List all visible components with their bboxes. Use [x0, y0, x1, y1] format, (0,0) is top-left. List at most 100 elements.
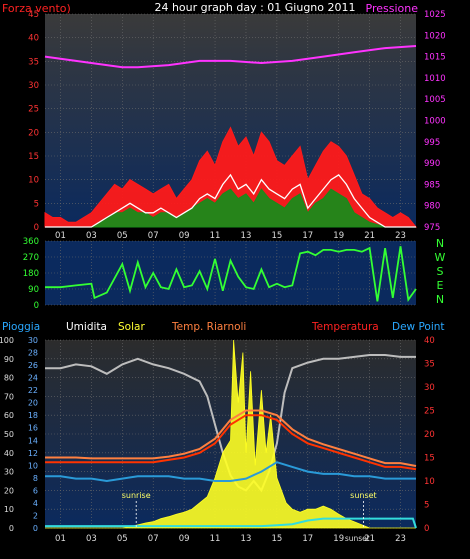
y-tick-label-direction: 270 — [23, 253, 39, 263]
y-tick-label-solar: 6 — [33, 486, 38, 495]
y-tick-label-pressure: 1015 — [424, 53, 446, 63]
y-tick-label-pressure: 985 — [424, 180, 440, 190]
x-tick-label: 17 — [302, 534, 313, 544]
wind-series — [44, 45, 418, 228]
y-tick-label-pressure: 1000 — [424, 117, 446, 127]
x-tick-label: 23 — [395, 231, 406, 241]
series-area-Solar — [45, 339, 416, 529]
series-line-Temp-Riarnoli — [45, 409, 417, 467]
y-tick-label-solar: 24 — [28, 374, 38, 383]
y-tick-label-temperature: 35 — [424, 360, 435, 370]
y-tick-label-wind: 5 — [34, 199, 39, 209]
climate-axes: sunrise sunsetsunset010203040506070809010… — [0, 336, 435, 544]
y-tick-label-wind: 0 — [34, 223, 39, 233]
x-tick-label: 13 — [241, 534, 252, 544]
x-tick-label: 03 — [86, 231, 97, 241]
x-tick-label: 07 — [148, 534, 159, 544]
climate-series — [45, 339, 417, 529]
y-tick-label-humidity: 30 — [4, 468, 14, 477]
y-tick-label-humidity: 20 — [4, 486, 14, 495]
y-tick-label-solar: 14 — [28, 436, 38, 445]
y-tick-label-solar: 4 — [33, 499, 38, 508]
compass-label: E — [437, 279, 444, 292]
legend-temp-riarnoli: Temp. Riarnoli — [171, 321, 246, 333]
y-tick-label-pressure: 995 — [424, 138, 440, 148]
x-tick-label: 17 — [302, 231, 313, 241]
y-tick-label-solar: 22 — [28, 386, 38, 395]
y-tick-label-temperature: 10 — [424, 477, 435, 487]
y-tick-label-solar: 10 — [28, 461, 38, 470]
legend-dew-point: Dew Point — [392, 321, 445, 333]
y-tick-label-wind: 30 — [28, 81, 39, 91]
y-tick-label-solar: 18 — [28, 411, 38, 420]
y-tick-label-solar: 12 — [28, 449, 38, 458]
y-tick-label-pressure: 1005 — [424, 95, 446, 105]
series-line-direction — [45, 246, 417, 303]
y-tick-label-humidity: 80 — [4, 374, 14, 383]
x-tick-label: 11 — [210, 231, 221, 241]
x-tick-label: 19 — [333, 231, 344, 241]
compass-label: N — [436, 293, 444, 306]
x-tick-label: 21 — [364, 231, 375, 241]
y-tick-label-solar: 2 — [33, 511, 38, 520]
compass-label: S — [437, 265, 444, 278]
y-tick-label-pressure: 1010 — [424, 74, 446, 84]
x-tick-label: 09 — [179, 231, 190, 241]
y-tick-label-humidity: 90 — [4, 355, 14, 364]
x-tick-label: 09 — [179, 534, 190, 544]
compass-label: N — [436, 237, 444, 250]
annotation-label: sunset — [350, 491, 377, 500]
annotation-label: sunset — [345, 534, 370, 543]
y-tick-label-pressure: 1020 — [424, 31, 446, 41]
y-tick-label-wind: 45 — [28, 10, 39, 20]
legend-humidity: Umidita — [66, 321, 107, 333]
y-tick-label-temperature: 30 — [424, 383, 435, 393]
y-tick-label-humidity: 0 — [9, 524, 14, 533]
x-tick-label: 19 — [333, 534, 344, 544]
y-tick-label-humidity: 10 — [4, 505, 14, 514]
compass-label: W — [435, 251, 446, 264]
y-tick-label-pressure: 990 — [424, 159, 440, 169]
x-tick-label: 23 — [395, 534, 406, 544]
y-tick-label-solar: 30 — [28, 336, 38, 345]
wind-direction-series — [45, 246, 417, 303]
y-tick-label-pressure: 980 — [424, 202, 440, 212]
y-tick-label-humidity: 50 — [4, 430, 14, 439]
annotation-label: sunrise — [122, 491, 151, 500]
x-tick-label: 01 — [55, 231, 66, 241]
series-line-Pressione — [44, 45, 417, 69]
series-area-speed — [45, 188, 416, 228]
y-tick-label-wind: 20 — [28, 128, 39, 138]
y-tick-label-temperature: 15 — [424, 454, 435, 464]
wind-axes: 0510152025303540459759809859909951000100… — [28, 10, 445, 241]
x-tick-label: 15 — [271, 231, 282, 241]
x-tick-label: 21 — [364, 534, 375, 544]
y-tick-label-direction: 360 — [23, 237, 39, 247]
pressure-axis-title: Pressione — [366, 2, 419, 15]
y-tick-label-wind: 40 — [28, 34, 39, 44]
y-tick-label-humidity: 60 — [4, 411, 14, 420]
wind-direction-grid — [45, 240, 416, 306]
y-tick-label-solar: 20 — [28, 399, 38, 408]
x-tick-label: 13 — [241, 231, 252, 241]
y-tick-label-temperature: 20 — [424, 430, 435, 440]
y-tick-label-humidity: 100 — [0, 336, 14, 345]
x-tick-label: 05 — [117, 231, 128, 241]
y-tick-label-pressure: 1025 — [424, 10, 446, 20]
series-line-average — [45, 173, 416, 228]
legend-temperature: Temperatura — [311, 321, 379, 333]
graph-title: 24 hour graph day : 01 Giugno 2011 — [154, 1, 355, 14]
y-tick-label-solar: 28 — [28, 349, 38, 358]
y-tick-label-wind: 10 — [28, 176, 39, 186]
y-tick-label-temperature: 5 — [424, 501, 429, 511]
x-tick-label: 03 — [86, 534, 97, 544]
wind-axis-title: Forza vento) — [2, 2, 71, 15]
y-tick-label-solar: 16 — [28, 424, 38, 433]
y-tick-label-pressure: 975 — [424, 223, 440, 233]
legend-rain: Pioggia — [2, 321, 40, 333]
series-line-Temperatura — [45, 414, 417, 471]
legend-solar: Solar — [118, 321, 145, 333]
